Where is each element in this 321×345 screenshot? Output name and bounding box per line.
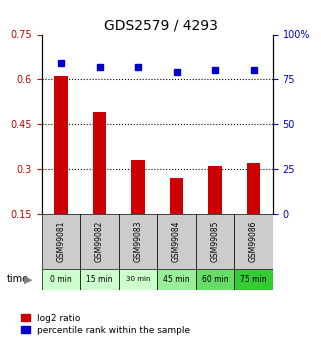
Text: 45 min: 45 min bbox=[163, 275, 190, 284]
FancyBboxPatch shape bbox=[234, 214, 273, 269]
FancyBboxPatch shape bbox=[119, 214, 157, 269]
Bar bbox=[54, 76, 68, 214]
FancyBboxPatch shape bbox=[42, 269, 80, 290]
FancyBboxPatch shape bbox=[80, 214, 119, 269]
FancyBboxPatch shape bbox=[196, 269, 234, 290]
Bar bbox=[247, 163, 260, 214]
Text: 75 min: 75 min bbox=[240, 275, 267, 284]
FancyBboxPatch shape bbox=[234, 269, 273, 290]
Text: 15 min: 15 min bbox=[86, 275, 113, 284]
FancyBboxPatch shape bbox=[157, 214, 196, 269]
Bar bbox=[170, 178, 183, 214]
Text: ▶: ▶ bbox=[24, 275, 32, 284]
Text: GSM99086: GSM99086 bbox=[249, 221, 258, 262]
Text: GSM99081: GSM99081 bbox=[56, 221, 65, 262]
FancyBboxPatch shape bbox=[80, 269, 119, 290]
Text: 0 min: 0 min bbox=[50, 275, 72, 284]
Text: time: time bbox=[6, 275, 29, 284]
Text: GSM99084: GSM99084 bbox=[172, 221, 181, 262]
Bar bbox=[131, 160, 145, 214]
Text: GDS2579 / 4293: GDS2579 / 4293 bbox=[104, 19, 217, 33]
FancyBboxPatch shape bbox=[157, 269, 196, 290]
FancyBboxPatch shape bbox=[42, 214, 80, 269]
Text: 60 min: 60 min bbox=[202, 275, 228, 284]
Bar bbox=[208, 166, 222, 214]
Text: 30 min: 30 min bbox=[126, 276, 150, 283]
Text: GSM99083: GSM99083 bbox=[134, 221, 143, 262]
FancyBboxPatch shape bbox=[196, 214, 234, 269]
Bar bbox=[93, 112, 106, 214]
FancyBboxPatch shape bbox=[119, 269, 157, 290]
Text: GSM99085: GSM99085 bbox=[211, 221, 220, 262]
Text: GSM99082: GSM99082 bbox=[95, 221, 104, 262]
Legend: log2 ratio, percentile rank within the sample: log2 ratio, percentile rank within the s… bbox=[21, 314, 190, 335]
